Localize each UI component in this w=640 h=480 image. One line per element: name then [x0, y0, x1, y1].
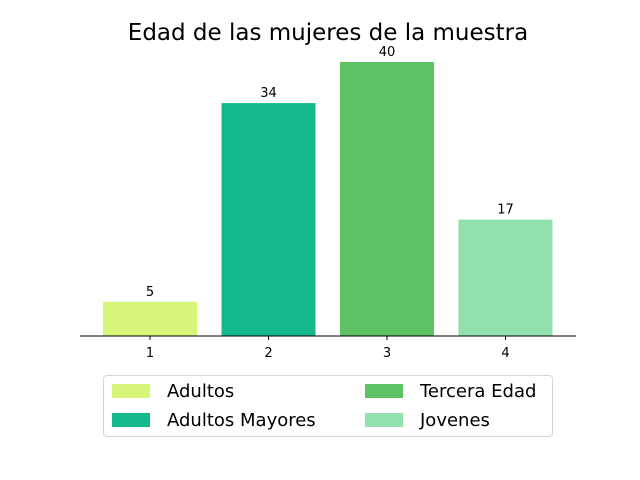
- legend-item-adultos: Adultos: [112, 379, 234, 403]
- legend-swatch: [365, 384, 403, 398]
- chart-title: Edad de las mujeres de la muestra: [128, 20, 528, 46]
- x-tick-label: 3: [383, 346, 391, 361]
- x-ticks-group: 1 2 3 4: [146, 336, 510, 361]
- x-tick-label: 4: [501, 346, 509, 361]
- data-label-4: 17: [497, 203, 514, 218]
- bar-4: [458, 219, 553, 336]
- x-tick-label: 2: [264, 346, 272, 361]
- bars-group: 5 34 40 17: [103, 45, 553, 336]
- data-label-1: 5: [146, 285, 154, 300]
- bar-3: [340, 62, 434, 336]
- legend-item-jovenes: Jovenes: [365, 408, 490, 432]
- data-label-3: 40: [379, 45, 396, 60]
- x-tick-label: 1: [146, 346, 154, 361]
- bar-1: [103, 301, 197, 336]
- legend-item-tercera-edad: Tercera Edad: [365, 379, 536, 403]
- data-label-2: 34: [260, 86, 277, 101]
- legend-swatch: [365, 413, 403, 427]
- legend-label: Jovenes: [420, 409, 490, 431]
- bar-2: [221, 103, 316, 336]
- legend-swatch: [112, 384, 150, 398]
- legend-label: Adultos: [167, 380, 235, 402]
- legend-label: Tercera Edad: [420, 380, 537, 402]
- legend-swatch: [112, 413, 150, 427]
- legend-item-adultos-mayores: Adultos Mayores: [112, 408, 316, 432]
- legend-label: Adultos Mayores: [167, 409, 316, 431]
- legend: Adultos Adultos Mayores Tercera Edad Jov…: [103, 375, 553, 437]
